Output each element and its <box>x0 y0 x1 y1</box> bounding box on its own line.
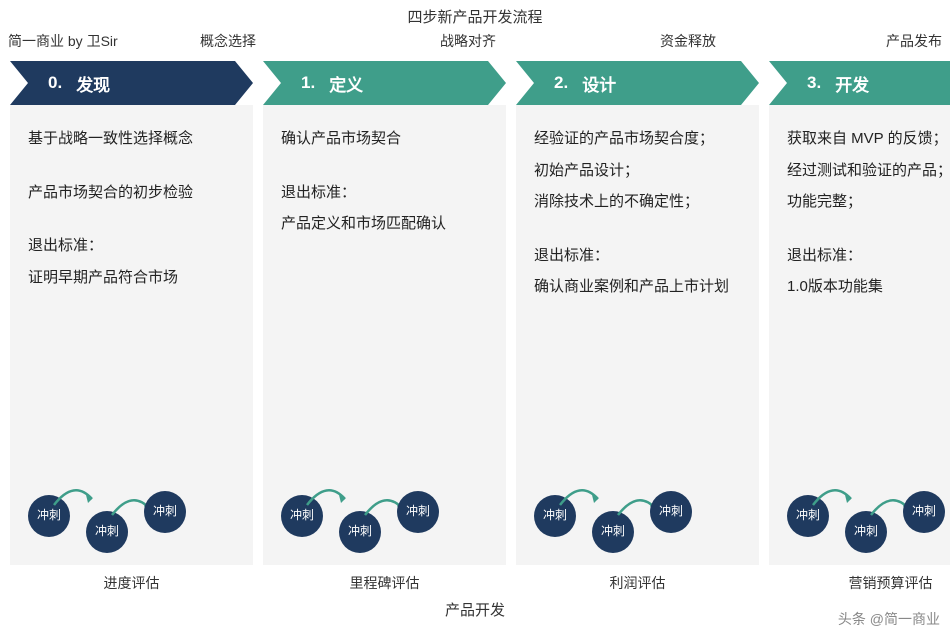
watermark: 头条 @简一商业 <box>838 609 940 629</box>
stage-bottom-label: 里程碑评估 <box>263 573 506 593</box>
sprint-circle: 冲刺 <box>144 491 186 533</box>
stage-body: 确认产品市场契合退出标准： 产品定义和市场匹配确认 <box>281 123 492 489</box>
stage-arrow-label: 0.发现 <box>10 61 253 105</box>
diagram-title: 四步新产品开发流程 <box>0 0 950 27</box>
sprint-circle: 冲刺 <box>903 491 945 533</box>
stage-paragraph: 退出标准： 证明早期产品符合市场 <box>28 230 239 293</box>
sprint-circle: 冲刺 <box>650 491 692 533</box>
gate-label: 资金释放 <box>660 31 716 51</box>
stage-bottom-label: 营销预算评估 <box>769 573 950 593</box>
stage-arrow: 2.设计 <box>516 61 759 105</box>
gate-label: 战略对齐 <box>440 31 496 51</box>
stage-paragraph: 确认产品市场契合 <box>281 123 492 155</box>
stage-paragraph: 产品市场契合的初步检验 <box>28 177 239 209</box>
stages-row: 0.发现基于战略一致性选择概念产品市场契合的初步检验退出标准： 证明早期产品符合… <box>0 61 950 593</box>
sprint-row: 冲刺 冲刺 冲刺 <box>787 489 950 555</box>
stage-column: 2.设计经验证的产品市场契合度； 初始产品设计； 消除技术上的不确定性； 退出标准… <box>516 61 759 593</box>
stage-bottom-label: 利润评估 <box>516 573 759 593</box>
stage-arrow-label: 2.设计 <box>516 61 759 105</box>
stage-card: 确认产品市场契合退出标准： 产品定义和市场匹配确认冲刺 冲刺 冲刺 <box>263 105 506 565</box>
stage-paragraph: 基于战略一致性选择概念 <box>28 123 239 155</box>
top-labels-row: 简一商业 by 卫Sir 概念选择 战略对齐 资金释放 产品发布 <box>0 31 950 59</box>
stage-body: 获取来自 MVP 的反馈； 经过测试和验证的产品； 功能完整； 退出标准： 1.0… <box>787 123 950 489</box>
stage-column: 1.定义确认产品市场契合退出标准： 产品定义和市场匹配确认冲刺 冲刺 冲刺里程碑… <box>263 61 506 593</box>
stage-paragraph: 退出标准： 确认商业案例和产品上市计划 <box>534 240 745 303</box>
stage-column: 0.发现基于战略一致性选择概念产品市场契合的初步检验退出标准： 证明早期产品符合… <box>10 61 253 593</box>
sprint-circle: 冲刺 <box>397 491 439 533</box>
stage-body: 经验证的产品市场契合度； 初始产品设计； 消除技术上的不确定性； 退出标准： 确认… <box>534 123 745 489</box>
stage-arrow: 1.定义 <box>263 61 506 105</box>
stage-arrow: 3.开发 <box>769 61 950 105</box>
stage-column: 3.开发获取来自 MVP 的反馈； 经过测试和验证的产品； 功能完整； 退出标准：… <box>769 61 950 593</box>
stage-arrow-label: 1.定义 <box>263 61 506 105</box>
sprint-row: 冲刺 冲刺 冲刺 <box>281 489 492 555</box>
stage-card: 获取来自 MVP 的反馈； 经过测试和验证的产品； 功能完整； 退出标准： 1.0… <box>769 105 950 565</box>
stage-paragraph: 获取来自 MVP 的反馈； 经过测试和验证的产品； 功能完整； <box>787 123 950 218</box>
source-label: 简一商业 by 卫Sir <box>8 31 118 51</box>
stage-body: 基于战略一致性选择概念产品市场契合的初步检验退出标准： 证明早期产品符合市场 <box>28 123 239 489</box>
footer-label: 产品开发 <box>0 599 950 620</box>
sprint-row: 冲刺 冲刺 冲刺 <box>28 489 239 555</box>
stage-paragraph: 经验证的产品市场契合度； 初始产品设计； 消除技术上的不确定性； <box>534 123 745 218</box>
stage-card: 基于战略一致性选择概念产品市场契合的初步检验退出标准： 证明早期产品符合市场冲刺… <box>10 105 253 565</box>
gate-label: 概念选择 <box>200 31 256 51</box>
stage-arrow-label: 3.开发 <box>769 61 950 105</box>
stage-paragraph: 退出标准： 产品定义和市场匹配确认 <box>281 177 492 240</box>
sprint-row: 冲刺 冲刺 冲刺 <box>534 489 745 555</box>
gate-label: 产品发布 <box>886 31 942 51</box>
stage-card: 经验证的产品市场契合度； 初始产品设计； 消除技术上的不确定性； 退出标准： 确认… <box>516 105 759 565</box>
stage-paragraph: 退出标准： 1.0版本功能集 <box>787 240 950 303</box>
stage-arrow: 0.发现 <box>10 61 253 105</box>
stage-bottom-label: 进度评估 <box>10 573 253 593</box>
